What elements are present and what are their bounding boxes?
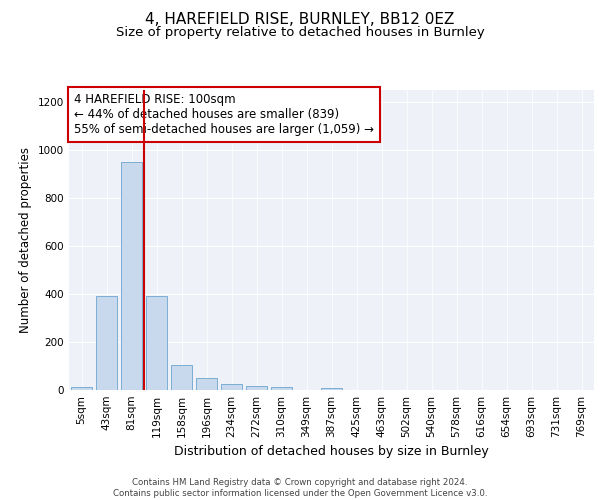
Bar (171, 365, 192, 390)
Text: Size of property relative to detached houses in Burnley: Size of property relative to detached ho… (116, 26, 484, 39)
Text: 4, HAREFIELD RISE, BURNLEY, BB12 0EZ: 4, HAREFIELD RISE, BURNLEY, BB12 0EZ (145, 12, 455, 28)
Bar (246, 386, 267, 390)
Text: 4 HAREFIELD RISE: 100sqm
← 44% of detached houses are smaller (839)
55% of semi-: 4 HAREFIELD RISE: 100sqm ← 44% of detach… (74, 93, 374, 136)
Bar (321, 388, 342, 390)
Bar (96, 296, 117, 390)
Text: Contains HM Land Registry data © Crown copyright and database right 2024.
Contai: Contains HM Land Registry data © Crown c… (113, 478, 487, 498)
Bar (71, 387, 92, 390)
Bar (121, 162, 142, 390)
Bar (271, 387, 292, 390)
X-axis label: Distribution of detached houses by size in Burnley: Distribution of detached houses by size … (174, 446, 489, 458)
Bar (221, 384, 242, 390)
Bar (146, 296, 167, 390)
Bar (196, 378, 217, 390)
Y-axis label: Number of detached properties: Number of detached properties (19, 147, 32, 333)
